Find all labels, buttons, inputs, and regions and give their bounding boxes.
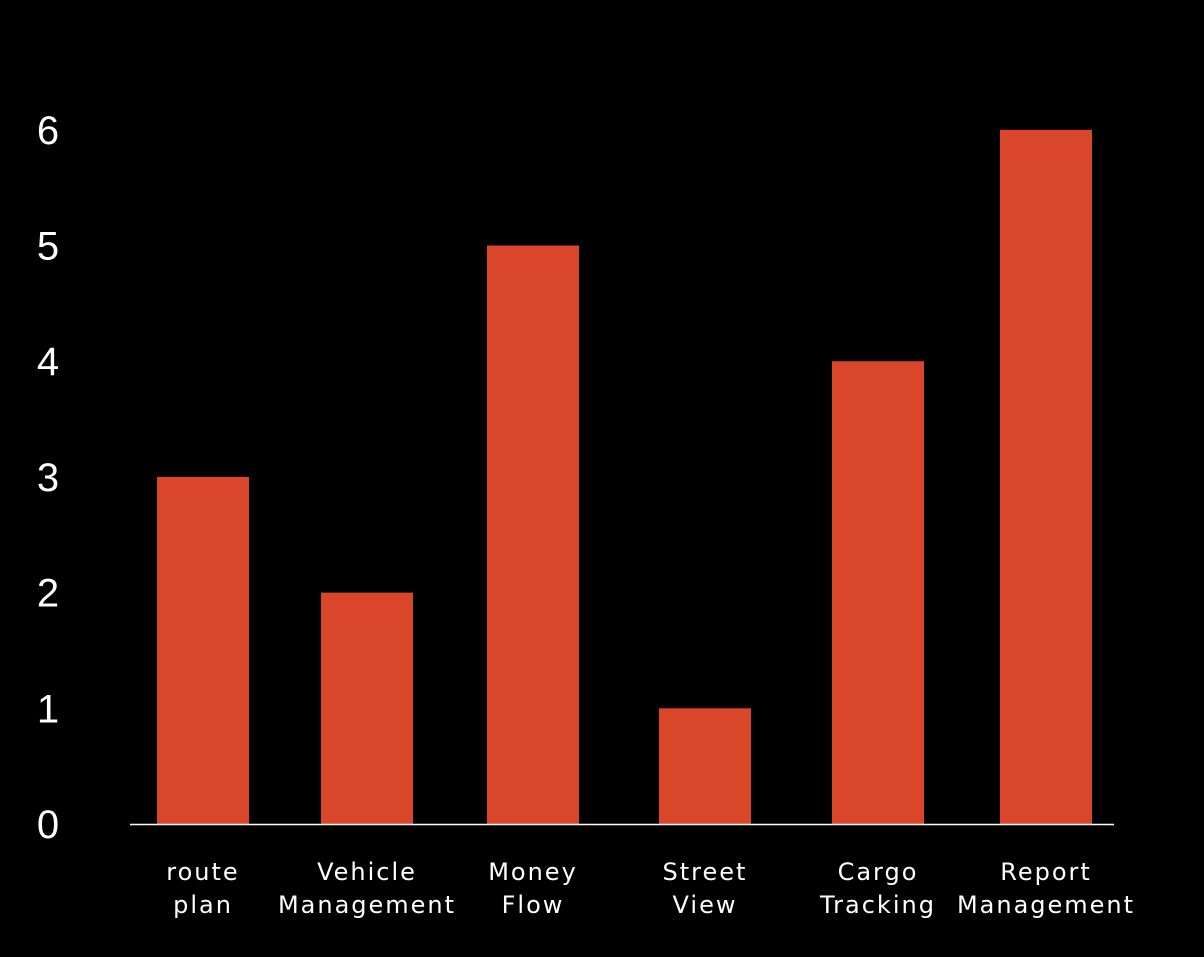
x-tick-label-line: plan (173, 891, 233, 919)
bar-cargo-tracking (832, 361, 924, 824)
bar-vehicle-management (321, 592, 413, 824)
x-tick-label-street-view: Street View (663, 858, 748, 919)
x-tick-label-line: Street (663, 858, 748, 886)
y-tick-label-6: 6 (37, 109, 59, 153)
x-tick-label-line: Management (957, 891, 1135, 919)
bar-route-plan (157, 476, 249, 824)
x-tick-label-line: Vehicle (317, 858, 417, 886)
x-tick-label-line: Cargo (838, 858, 919, 886)
x-tick-label-line: Report (1000, 858, 1092, 886)
x-tick-label-vehicle-management: Vehicle Management (278, 858, 456, 919)
y-tick-label-5: 5 (37, 225, 59, 269)
x-tick-label-line: route (166, 858, 239, 886)
x-tick-label-line: Flow (502, 891, 565, 919)
x-tick-label-cargo-tracking: Cargo Tracking (819, 858, 936, 919)
y-tick-label-3: 3 (37, 456, 59, 500)
bar-street-view (659, 708, 751, 824)
bar-money-flow (487, 245, 579, 824)
y-tick-label-0: 0 (37, 803, 59, 847)
x-tick-label-money-flow: Money Flow (488, 858, 578, 919)
x-tick-label-line: Money (488, 858, 578, 886)
y-tick-label-2: 2 (37, 572, 59, 616)
y-tick-label-4: 4 (37, 340, 59, 384)
x-tick-label-line: View (673, 891, 738, 919)
x-tick-label-report-management: Report Management (957, 858, 1135, 919)
x-tick-label-route-plan: route plan (166, 858, 239, 919)
x-tick-label-line: Tracking (819, 891, 936, 919)
y-tick-label-1: 1 (37, 687, 59, 731)
x-tick-label-line: Management (278, 891, 456, 919)
bar-report-management (1000, 129, 1092, 825)
